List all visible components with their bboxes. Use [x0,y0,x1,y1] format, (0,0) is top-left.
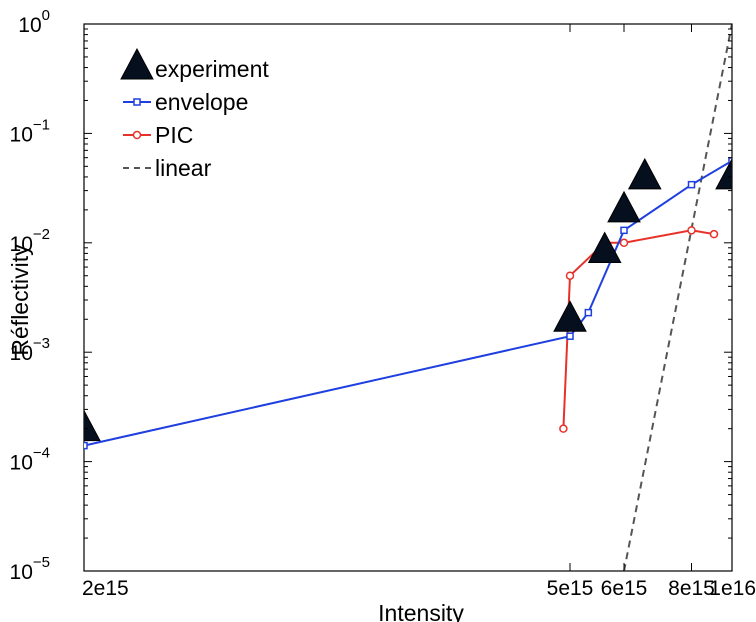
x-tick-label: 8e15 [668,577,715,600]
x-axis-label: Intensity [378,600,464,622]
x-tick-label: 6e15 [601,577,648,600]
tick-layer: 2e15 5e15 6e15 8e151e1610−510−410−310−210−1… [10,7,756,600]
point-PIC [709,229,719,239]
point-experiment [607,190,641,223]
legend-label: PIC [155,122,193,148]
point-experiment [553,300,587,332]
series-experiment [84,157,732,442]
x-tick-label: 5e15 [547,577,594,600]
series-linear [623,24,732,571]
y-tick-label: 10−1 [10,116,50,146]
series-line-PIC [562,229,715,429]
point-PIC [687,226,696,235]
series-envelope [84,157,732,450]
point-envelope [620,226,628,235]
legend-label: linear [155,155,212,181]
legend-item-envelope: envelope [123,89,248,115]
point-envelope [84,441,88,450]
point-envelope [687,180,696,189]
point-PIC [559,424,568,433]
legend-item-linear: linear [123,155,212,181]
y-tick-label: 100 [18,7,50,37]
legend: experiment envelope PIC linear [120,47,269,181]
series-line-linear [623,24,732,571]
point-PIC [565,271,575,280]
legend-item-PIC: PIC [123,122,193,148]
legend-label: envelope [155,89,248,115]
legend-label: experiment [155,56,269,82]
legend-marker [132,130,142,140]
point-experiment [627,157,662,190]
point-experiment [84,409,101,442]
y-axis-label: Réflectivity [7,244,33,356]
point-PIC [619,238,629,248]
y-tick-label: 10−4 [10,445,50,475]
point-experiment [715,157,732,190]
legend-marker [133,98,141,106]
plot-layer [83,23,733,572]
legend-marker [120,47,154,80]
plot-frame [83,23,733,572]
x-tick-label: 2e15 [82,577,129,600]
point-experiment [587,231,622,264]
point-envelope [566,332,574,340]
series-line-envelope [84,160,732,447]
point-envelope [584,308,593,317]
legend-item-experiment: experiment [120,47,269,82]
x-tick-label: 1e16 [709,577,756,600]
y-tick-label: 10−5 [10,554,50,584]
